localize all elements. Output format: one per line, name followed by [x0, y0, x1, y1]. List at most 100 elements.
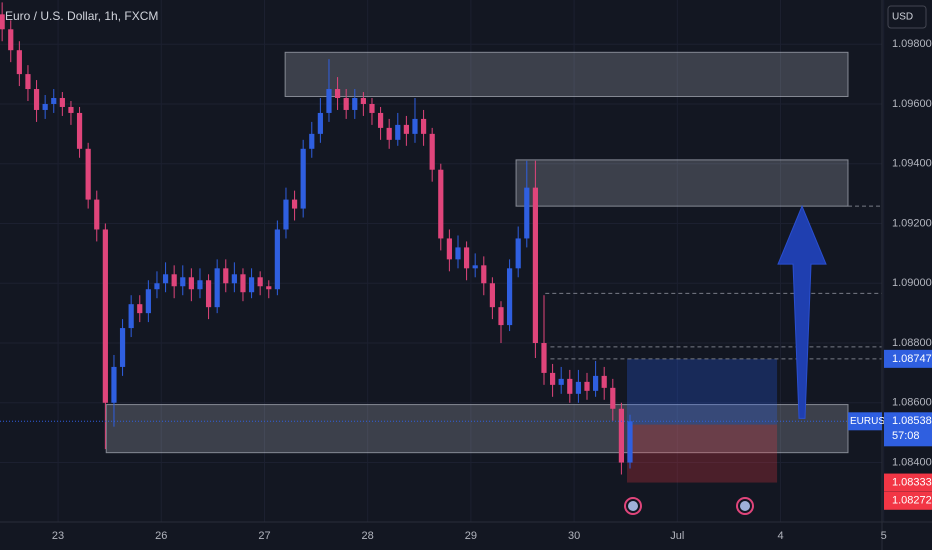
candle-body [463, 247, 470, 269]
x-tick-label: Jul [670, 530, 684, 542]
candle-body [0, 14, 5, 30]
candle-body [541, 343, 547, 373]
candle-body [317, 112, 323, 134]
candle-body [610, 387, 616, 409]
candle-body [549, 372, 556, 385]
candle-body [532, 187, 538, 344]
candle-body [326, 89, 332, 113]
candle-body [601, 375, 607, 388]
candle-body [85, 148, 91, 200]
candle-body [33, 89, 40, 110]
zone [284, 51, 849, 98]
candle-body [515, 238, 521, 269]
symbol-tag [848, 412, 882, 431]
x-tick-label: 27 [258, 530, 270, 542]
candle-body [128, 304, 134, 329]
position-profit [626, 358, 778, 425]
candle-body [94, 199, 100, 230]
y-tick-label: 1.09000 [892, 277, 932, 289]
candle-body [524, 187, 530, 239]
candle-body [274, 229, 280, 290]
candle-body [455, 247, 461, 260]
candle-body [352, 98, 358, 110]
candle-body [627, 421, 633, 463]
candle-body [412, 118, 418, 134]
candle-body [377, 112, 384, 128]
x-tick-label: 5 [881, 530, 887, 542]
candle-body [231, 274, 237, 284]
target-arrow [777, 204, 827, 419]
candle-body [119, 328, 126, 367]
candle-body [257, 277, 263, 287]
candle-body [16, 50, 22, 75]
candle-body [334, 89, 341, 99]
candle-body [506, 268, 513, 326]
chart-title: Euro / U.S. Dollar, 1h, FXCM [5, 9, 158, 23]
x-tick-label: 30 [568, 530, 580, 542]
price-tag-label: 1.08272 [892, 495, 932, 507]
x-tick-label: 4 [777, 530, 783, 542]
candle-body [420, 118, 427, 134]
y-tick-label: 1.08600 [892, 397, 932, 409]
candle-body [395, 124, 401, 140]
plot-area [0, 0, 885, 522]
candle-body [8, 29, 14, 51]
price-tag-label: 1.08333 [892, 476, 932, 488]
candle-body [618, 408, 624, 463]
candle-body [472, 265, 478, 269]
candle-body [438, 169, 444, 239]
candle-body [137, 304, 143, 314]
candle-body [567, 378, 573, 394]
symbol-label: EURUSD [850, 416, 892, 427]
candle-body [171, 274, 177, 287]
currency-label[interactable]: USD [892, 12, 913, 23]
candle-body [205, 280, 212, 308]
candle-body [429, 133, 435, 170]
zone [515, 159, 849, 207]
candle-body [180, 277, 186, 287]
candle-body [584, 381, 590, 391]
candle-body [154, 283, 160, 290]
currency-button[interactable] [887, 5, 927, 29]
event-icon [624, 497, 642, 515]
candle-body [446, 238, 452, 260]
x-tick-label: 28 [362, 530, 374, 542]
candle-body [300, 148, 306, 209]
candle-body [266, 286, 272, 290]
candle-body [76, 112, 83, 149]
candle-body [343, 98, 349, 110]
candle-body [197, 280, 203, 290]
candle-body [291, 199, 298, 209]
y-tick-label: 1.08400 [892, 456, 932, 468]
candle-body [309, 133, 315, 149]
candle-body [240, 274, 246, 293]
zone [105, 404, 849, 454]
price-tag [884, 349, 932, 368]
x-tick-label: 26 [155, 530, 167, 542]
candle-body [575, 381, 581, 394]
y-tick-label: 1.09400 [892, 158, 932, 170]
candle-body [223, 268, 229, 284]
candle-body [481, 265, 487, 284]
candle-body [188, 277, 194, 290]
candle-body [42, 103, 48, 110]
price-tag [884, 473, 932, 492]
candle-body [111, 366, 117, 403]
y-tick-label: 1.09800 [892, 38, 932, 50]
candle-body [145, 289, 151, 314]
position-loss [626, 424, 778, 483]
y-tick-label: 1.09200 [892, 217, 932, 229]
candle-body [498, 307, 504, 326]
price-tag [884, 491, 932, 510]
candle-body [489, 283, 495, 308]
candle-body [51, 98, 57, 104]
overlay [777, 204, 827, 419]
candle-body [403, 124, 409, 134]
last-price-tag [884, 412, 932, 447]
candle-body [369, 103, 375, 113]
candle-body [59, 98, 65, 107]
event-icon [736, 497, 754, 515]
candle-body [25, 74, 31, 90]
candle-body [360, 98, 366, 104]
